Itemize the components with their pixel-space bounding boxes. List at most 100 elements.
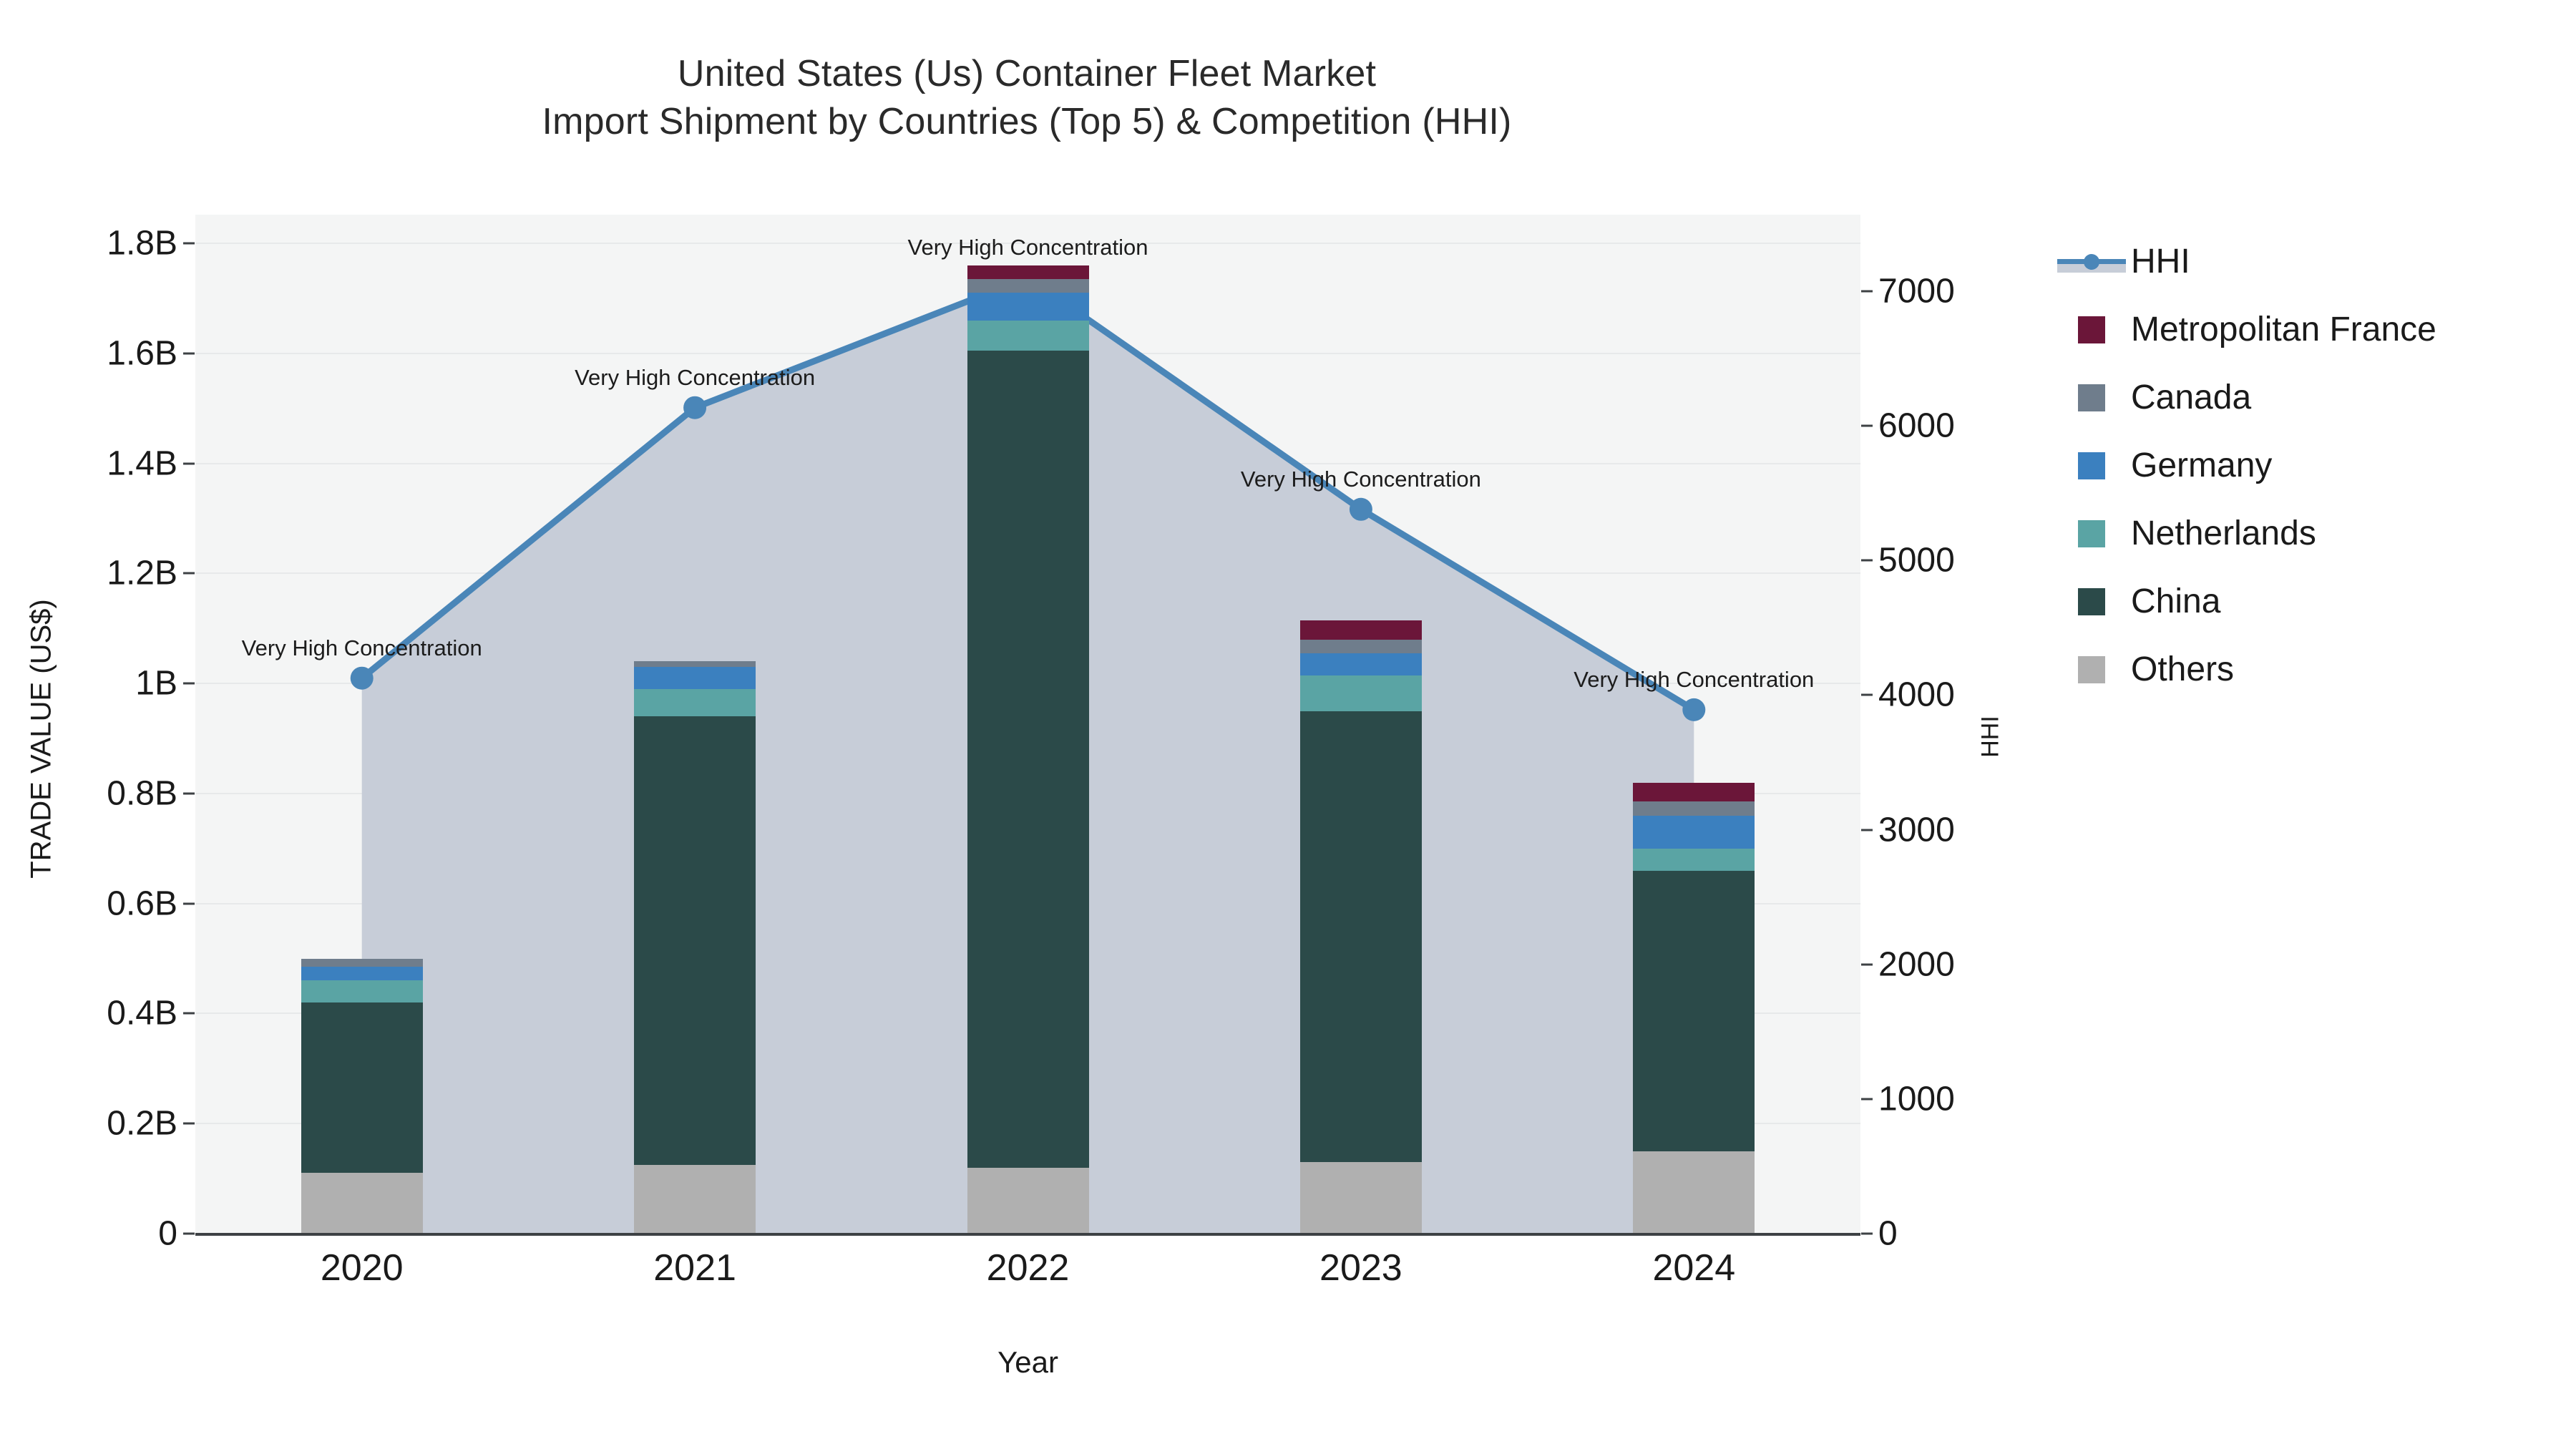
y-right-tick-mark bbox=[1861, 1098, 1873, 1101]
y-right-tick-mark bbox=[1861, 963, 1873, 966]
x-axis-label: Year bbox=[997, 1345, 1058, 1379]
legend-label: Metropolitan France bbox=[2131, 311, 2436, 348]
y-right-tick-label: 5000 bbox=[1878, 541, 1955, 580]
y-left-tick-label: 1.4B bbox=[107, 444, 177, 483]
hhi-marker-2020[interactable] bbox=[350, 666, 374, 690]
bar-segment-germany[interactable] bbox=[1299, 653, 1422, 675]
hhi-marker-2021[interactable] bbox=[683, 396, 707, 419]
chart-title: United States (Us) Container Fleet Marke… bbox=[0, 50, 2054, 145]
hhi-marker-2023[interactable] bbox=[1349, 497, 1372, 521]
y-left-tick-mark bbox=[183, 352, 195, 355]
x-tick-label-2021: 2021 bbox=[653, 1247, 736, 1289]
bar-segment-china[interactable] bbox=[1633, 870, 1755, 1151]
legend-label: Canada bbox=[2131, 379, 2252, 416]
bar-segment-others[interactable] bbox=[1633, 1151, 1755, 1234]
y-left-tick-mark bbox=[183, 902, 195, 905]
legend-color-swatch-icon bbox=[2078, 316, 2105, 343]
y-left-tick-label: 1.8B bbox=[107, 224, 177, 263]
legend-label: Netherlands bbox=[2131, 514, 2316, 552]
x-axis-line bbox=[195, 1233, 1860, 1236]
y-right-tick-mark bbox=[1861, 1232, 1873, 1235]
bar-group-2023[interactable] bbox=[1299, 215, 1422, 1234]
annotation-2024: Very High Concentration bbox=[1574, 666, 1815, 692]
bar-segment-netherlands[interactable] bbox=[967, 320, 1089, 351]
y-right-tick-label: 3000 bbox=[1878, 811, 1955, 849]
legend-label: China bbox=[2131, 582, 2221, 620]
bar-segment-netherlands[interactable] bbox=[1633, 848, 1755, 871]
bar-segment-canada[interactable] bbox=[634, 661, 756, 668]
bar-group-2024[interactable] bbox=[1633, 215, 1755, 1234]
y-left-tick-label: 1.6B bbox=[107, 334, 177, 373]
legend-color-swatch-icon bbox=[2078, 655, 2105, 683]
y-left-tick-label: 1B bbox=[135, 664, 177, 703]
legend-line-icon bbox=[2057, 248, 2126, 275]
bar-segment-germany[interactable] bbox=[301, 967, 423, 981]
legend-item-others[interactable]: Others bbox=[2052, 635, 2567, 703]
bar-segment-germany[interactable] bbox=[634, 667, 756, 689]
legend-item-netherlands[interactable]: Netherlands bbox=[2052, 499, 2567, 567]
y-left-tick-label: 1.2B bbox=[107, 554, 177, 592]
bar-segment-germany[interactable] bbox=[967, 293, 1089, 321]
bar-segment-others[interactable] bbox=[1299, 1162, 1422, 1234]
legend-item-canada[interactable]: Canada bbox=[2052, 364, 2567, 431]
bar-segment-china[interactable] bbox=[634, 716, 756, 1165]
chart-title-line-1: United States (Us) Container Fleet Marke… bbox=[677, 53, 1377, 94]
legend-item-china[interactable]: China bbox=[2052, 567, 2567, 635]
legend-item-metropolitan-france[interactable]: Metropolitan France bbox=[2052, 296, 2567, 364]
y-left-tick-mark bbox=[183, 1012, 195, 1015]
legend-item-hhi[interactable]: HHI bbox=[2052, 228, 2567, 296]
bar-segment-netherlands[interactable] bbox=[1299, 675, 1422, 711]
y-right-tick-label: 7000 bbox=[1878, 272, 1955, 311]
y-left-tick-mark bbox=[183, 462, 195, 465]
x-tick-label-2023: 2023 bbox=[1319, 1247, 1402, 1289]
x-tick-label-2020: 2020 bbox=[320, 1247, 404, 1289]
bar-segment-canada[interactable] bbox=[301, 958, 423, 967]
bar-segment-china[interactable] bbox=[301, 1002, 423, 1174]
x-tick-label-2022: 2022 bbox=[986, 1247, 1070, 1289]
y-left-tick-label: 0.6B bbox=[107, 884, 177, 923]
bar-segment-metropolitan-france[interactable] bbox=[1633, 782, 1755, 802]
y-right-tick-mark bbox=[1861, 559, 1873, 562]
bar-segment-metropolitan-france[interactable] bbox=[1299, 620, 1422, 640]
bar-segment-canada[interactable] bbox=[1299, 639, 1422, 653]
y-left-tick-label: 0 bbox=[158, 1214, 177, 1253]
bar-segment-netherlands[interactable] bbox=[634, 688, 756, 717]
plot-area bbox=[195, 215, 1860, 1234]
bar-group-2021[interactable] bbox=[634, 215, 756, 1234]
bar-segment-china[interactable] bbox=[967, 350, 1089, 1168]
bar-segment-netherlands[interactable] bbox=[301, 980, 423, 1003]
legend-label: Others bbox=[2131, 650, 2235, 688]
y-left-tick-mark bbox=[183, 792, 195, 795]
legend-item-germany[interactable]: Germany bbox=[2052, 431, 2567, 499]
bar-segment-canada[interactable] bbox=[1633, 801, 1755, 816]
gridline bbox=[195, 243, 1860, 244]
y-right-tick-label: 0 bbox=[1878, 1214, 1898, 1253]
hhi-marker-2024[interactable] bbox=[1682, 698, 1706, 721]
legend-swatch-wrap bbox=[2052, 452, 2131, 479]
bar-segment-others[interactable] bbox=[301, 1173, 423, 1234]
legend-swatch-wrap bbox=[2052, 384, 2131, 411]
bar-segment-china[interactable] bbox=[1299, 711, 1422, 1163]
bar-segment-metropolitan-france[interactable] bbox=[967, 265, 1089, 279]
bar-segment-others[interactable] bbox=[634, 1164, 756, 1234]
legend-color-swatch-icon bbox=[2078, 519, 2105, 547]
bar-segment-others[interactable] bbox=[967, 1167, 1089, 1234]
bar-group-2022[interactable] bbox=[967, 215, 1089, 1234]
y-left-tick-label: 0.8B bbox=[107, 774, 177, 813]
y-right-tick-mark bbox=[1861, 829, 1873, 831]
annotation-2020: Very High Concentration bbox=[241, 635, 482, 660]
y-right-tick-label: 6000 bbox=[1878, 406, 1955, 445]
bar-segment-canada[interactable] bbox=[967, 278, 1089, 293]
y-right-tick-mark bbox=[1861, 424, 1873, 427]
y-right-tick-label: 2000 bbox=[1878, 945, 1955, 984]
legend-swatch-wrap bbox=[2052, 316, 2131, 343]
y-left-tick-mark bbox=[183, 682, 195, 685]
y-right-tick-label: 1000 bbox=[1878, 1080, 1955, 1118]
annotation-2021: Very High Concentration bbox=[575, 364, 816, 390]
bar-segment-germany[interactable] bbox=[1633, 815, 1755, 849]
annotation-2022: Very High Concentration bbox=[907, 235, 1148, 260]
legend-swatch-wrap bbox=[2052, 519, 2131, 547]
bar-group-2020[interactable] bbox=[301, 215, 423, 1234]
y-right-tick-label: 4000 bbox=[1878, 675, 1955, 714]
